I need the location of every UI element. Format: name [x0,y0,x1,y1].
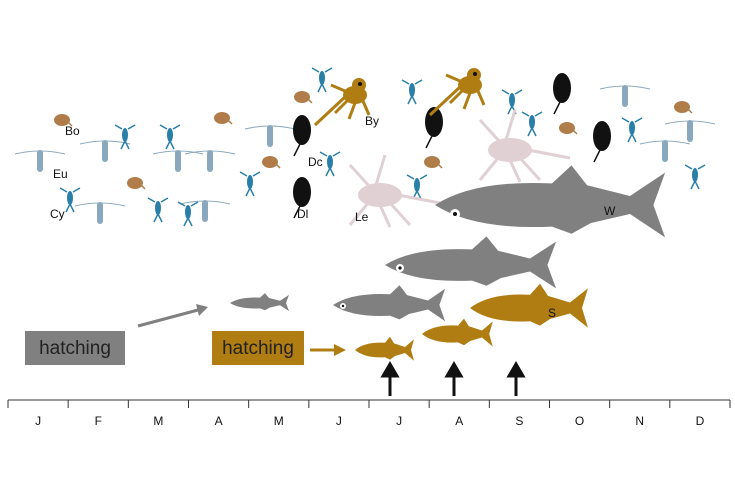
whitefish [435,165,666,238]
eudiaptomus [74,201,126,225]
eudiaptomus [639,139,691,163]
eye [341,304,345,308]
label: By [365,114,379,128]
daphnia [552,72,572,115]
month-label: S [515,414,523,428]
month-label: F [95,414,102,428]
whitefish [385,236,557,289]
cyclops [177,201,199,227]
label: Le [355,210,369,224]
month-label: J [35,414,41,428]
leptodora [478,108,572,184]
bosmina [558,121,578,135]
cyclops [501,89,523,115]
eudiaptomus [664,119,716,143]
month-label: A [215,414,223,428]
label: Dc [308,155,323,169]
eudiaptomus [79,139,131,163]
daphnia [292,114,312,157]
labels: Bo Eu Cy By Dc Dl Le W S [50,114,616,320]
month-label: D [696,414,705,428]
cyclops [159,124,181,150]
up-arrows [380,361,526,396]
cyclops [684,164,706,190]
cyclops [114,124,136,150]
eudiaptomus [184,149,236,173]
cyclops [147,197,169,223]
bosmina [261,155,281,169]
daphnia [592,120,612,163]
bosmina [673,100,693,114]
month-label: A [455,414,463,428]
eye [398,266,402,270]
label: Bo [65,124,80,138]
stickleback [355,336,414,361]
month-label: J [336,414,342,428]
label: Eu [53,167,68,181]
whitefish-larva [230,293,289,312]
label: W [604,204,616,218]
fishes [230,165,666,361]
stickleback [422,318,493,347]
month-label: J [396,414,402,428]
label: Cy [50,207,65,221]
eudiaptomus [152,149,204,173]
cyclops [406,174,428,200]
hatching-label: hatching [39,338,111,359]
label: S [548,306,556,320]
arrow-head [334,344,346,356]
cyclops [311,67,333,93]
arrow-head [196,304,208,316]
cyclops [401,79,423,105]
bosmina [293,90,313,104]
bosmina [213,111,233,125]
cyclops [621,117,643,143]
cyclops [239,171,261,197]
bosmina [423,155,443,169]
eudiaptomus [244,124,296,148]
eye [453,212,457,216]
month-label: O [575,414,584,428]
month-label: M [274,414,284,428]
cyclops [521,111,543,137]
arrow [380,361,400,396]
bythotrephes [428,66,486,117]
month-label: N [635,414,644,428]
cyclops [319,151,341,177]
month-label: M [153,414,163,428]
arrow [444,361,464,396]
label: Dl [297,207,308,221]
bosmina [126,176,146,190]
hatching-box [25,331,125,365]
hatching-box [212,331,304,365]
hatching-label: hatching [222,338,294,359]
arrow [506,361,526,396]
eudiaptomus [599,84,651,108]
arrow [137,308,199,328]
whitefish [333,285,446,322]
stickleback [470,283,588,328]
